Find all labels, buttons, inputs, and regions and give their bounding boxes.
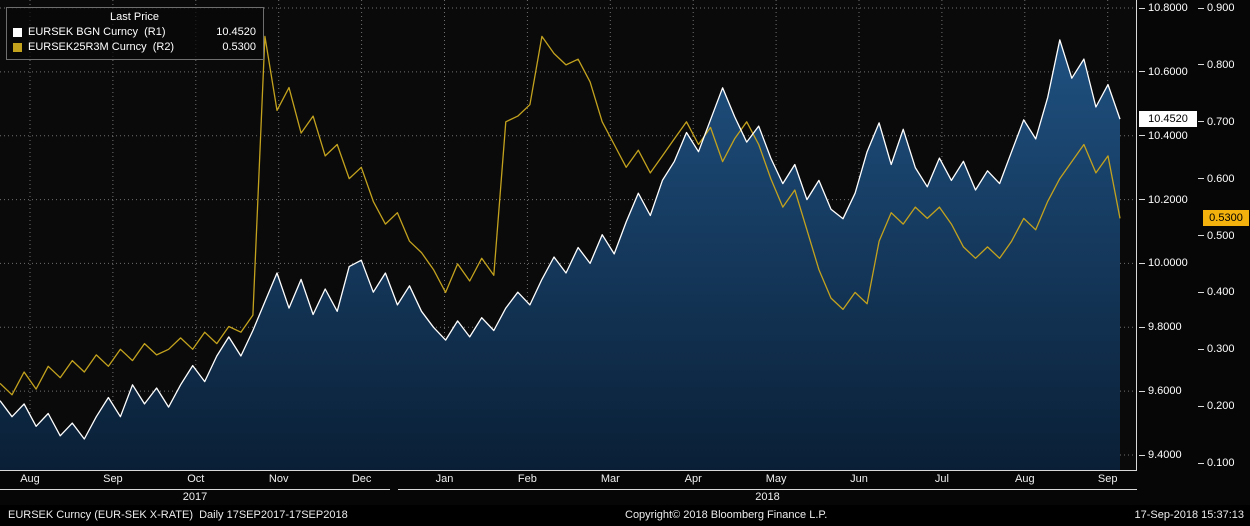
tick-label: 0.400 (1207, 286, 1235, 299)
tick-mark (1198, 64, 1204, 66)
x-axis-label: Jul (934, 473, 949, 485)
tick-mark (1139, 326, 1145, 328)
x-axis-label: Jan (435, 473, 454, 485)
tick-mark (1198, 7, 1204, 9)
x-axis-label: May (765, 473, 787, 485)
tick-label: 0.600 (1207, 172, 1235, 185)
last-price-badge-r1: 10.4520 (1139, 111, 1197, 128)
axis-tick: 10.0000 (1139, 257, 1188, 269)
tick-label: 0.800 (1207, 58, 1235, 71)
axis-tick: 9.8000 (1139, 321, 1182, 333)
tick-label: 0.700 (1207, 115, 1235, 128)
chart-legend[interactable]: Last Price EURSEK BGN Curncy (R1) 10.4520… (6, 7, 264, 60)
tick-label: 10.6000 (1148, 65, 1188, 78)
tick-mark (1198, 462, 1204, 464)
axis-tick: 9.4000 (1139, 449, 1182, 461)
tick-mark (1198, 235, 1204, 236)
right-axis-r2: 0.900 0.800 0.700 0.600 0.500 0.400 0.300 0.200… (1196, 0, 1250, 471)
tick-label: 10.0000 (1148, 257, 1188, 270)
tick-label: 10.8000 (1148, 2, 1188, 14)
tick-mark (1198, 121, 1204, 123)
x-axis-label: Sep (1097, 473, 1118, 485)
tick-mark (1198, 405, 1204, 407)
tick-mark (1139, 7, 1145, 9)
x-axis-label: Oct (187, 473, 205, 485)
axis-tick: 10.4000 (1139, 130, 1188, 142)
year-label-2018: 2018 (755, 491, 780, 503)
tick-label: 9.4000 (1148, 449, 1182, 461)
axis-tick: 0.600 (1198, 173, 1235, 185)
axis-tick: 0.300 (1198, 343, 1235, 355)
axis-tick: 10.2000 (1139, 194, 1188, 206)
axis-tick: 10.8000 (1139, 2, 1188, 14)
chart-description: EURSEK Curncy (EUR-SEK X-RATE) Daily 17S… (8, 509, 348, 521)
axis-tick: 0.200 (1198, 400, 1235, 412)
tick-mark (1139, 390, 1145, 392)
x-axis-labels: Aug Sep Oct Nov Dec Jan Feb Mar Apr May Jun Jul Aug S… (0, 471, 1137, 488)
tick-label: 0.500 (1207, 229, 1235, 242)
tick-mark (1139, 71, 1145, 73)
tick-mark (1198, 348, 1204, 350)
x-axis-label: Nov (268, 473, 289, 485)
legend-item-eursek25r3m[interactable]: EURSEK25R3M Curncy (R2) 0.5300 (13, 40, 256, 55)
tick-label: 0.900 (1207, 2, 1235, 14)
tick-label: 9.8000 (1148, 321, 1182, 334)
tick-label: 9.6000 (1148, 385, 1182, 398)
axis-tick: 0.400 (1198, 286, 1235, 298)
axis-tick: 0.500 (1198, 230, 1235, 242)
timestamp: 17-Sep-2018 15:37:13 (1134, 509, 1244, 521)
x-axis-label: Feb (517, 473, 537, 485)
axis-tick: 0.900 (1198, 2, 1235, 14)
chart-area: Last Price EURSEK BGN Curncy (R1) 10.4520… (0, 0, 1250, 505)
tick-mark (1139, 199, 1145, 201)
tick-label: 0.200 (1207, 400, 1235, 413)
tick-mark (1139, 135, 1145, 137)
axis-tick: 0.100 (1198, 457, 1235, 469)
copyright-text: Copyright© 2018 Bloomberg Finance L.P. (625, 509, 828, 521)
x-axis-label: Aug (20, 473, 40, 485)
axis-tick: 0.800 (1198, 59, 1235, 71)
year-segment-2018: 2018 (398, 489, 1137, 505)
status-bar: EURSEK Curncy (EUR-SEK X-RATE) Daily 17S… (0, 505, 1250, 526)
last-price-badge-r2: 0.5300 (1203, 210, 1249, 227)
legend-value: 10.4520 (216, 26, 256, 38)
x-axis-label: Mar (600, 473, 620, 485)
legend-item-eursek-bgn[interactable]: EURSEK BGN Curncy (R1) 10.4520 (13, 25, 256, 40)
eursek-area-fill (0, 39, 1120, 471)
axis-tick: 10.6000 (1139, 66, 1188, 78)
eursek25r3m-line (0, 35, 1121, 396)
tick-label: 0.100 (1207, 457, 1235, 469)
right-axis-r1: 10.8000 10.6000 10.4000 10.2000 10.0000 9.800… (1137, 0, 1199, 471)
legend-value: 0.5300 (222, 41, 256, 53)
axis-tick: 0.700 (1198, 116, 1235, 128)
x-axis-label: Apr (684, 473, 702, 485)
x-axis-label: Dec (351, 473, 372, 485)
eursek-line (0, 39, 1121, 440)
year-row: 2017 2018 (0, 489, 1137, 505)
tick-mark (1139, 454, 1145, 456)
series-layer (0, 35, 1121, 471)
year-segment-2017: 2017 (0, 489, 390, 505)
chart-canvas[interactable] (0, 0, 1137, 471)
tick-mark (1139, 262, 1145, 264)
legend-swatch-icon (13, 43, 22, 52)
tick-label: 0.300 (1207, 343, 1235, 356)
tick-mark (1198, 178, 1204, 180)
x-axis-label: Sep (103, 473, 123, 485)
tick-label: 10.2000 (1148, 193, 1188, 206)
x-axis-label: Aug (1015, 473, 1035, 485)
legend-label: EURSEK BGN Curncy (R1) (28, 26, 166, 38)
x-axis-label: Jun (850, 473, 868, 485)
tick-label: 10.4000 (1148, 129, 1188, 142)
legend-title: Last Price (110, 11, 159, 23)
tick-mark (1198, 291, 1204, 293)
year-label-2017: 2017 (182, 491, 208, 503)
legend-swatch-icon (13, 28, 22, 37)
legend-label: EURSEK25R3M Curncy (R2) (28, 41, 175, 53)
legend-rows: EURSEK BGN Curncy (R1) 10.4520 EURSEK25R3M… (13, 25, 256, 55)
axis-tick: 9.6000 (1139, 385, 1182, 397)
